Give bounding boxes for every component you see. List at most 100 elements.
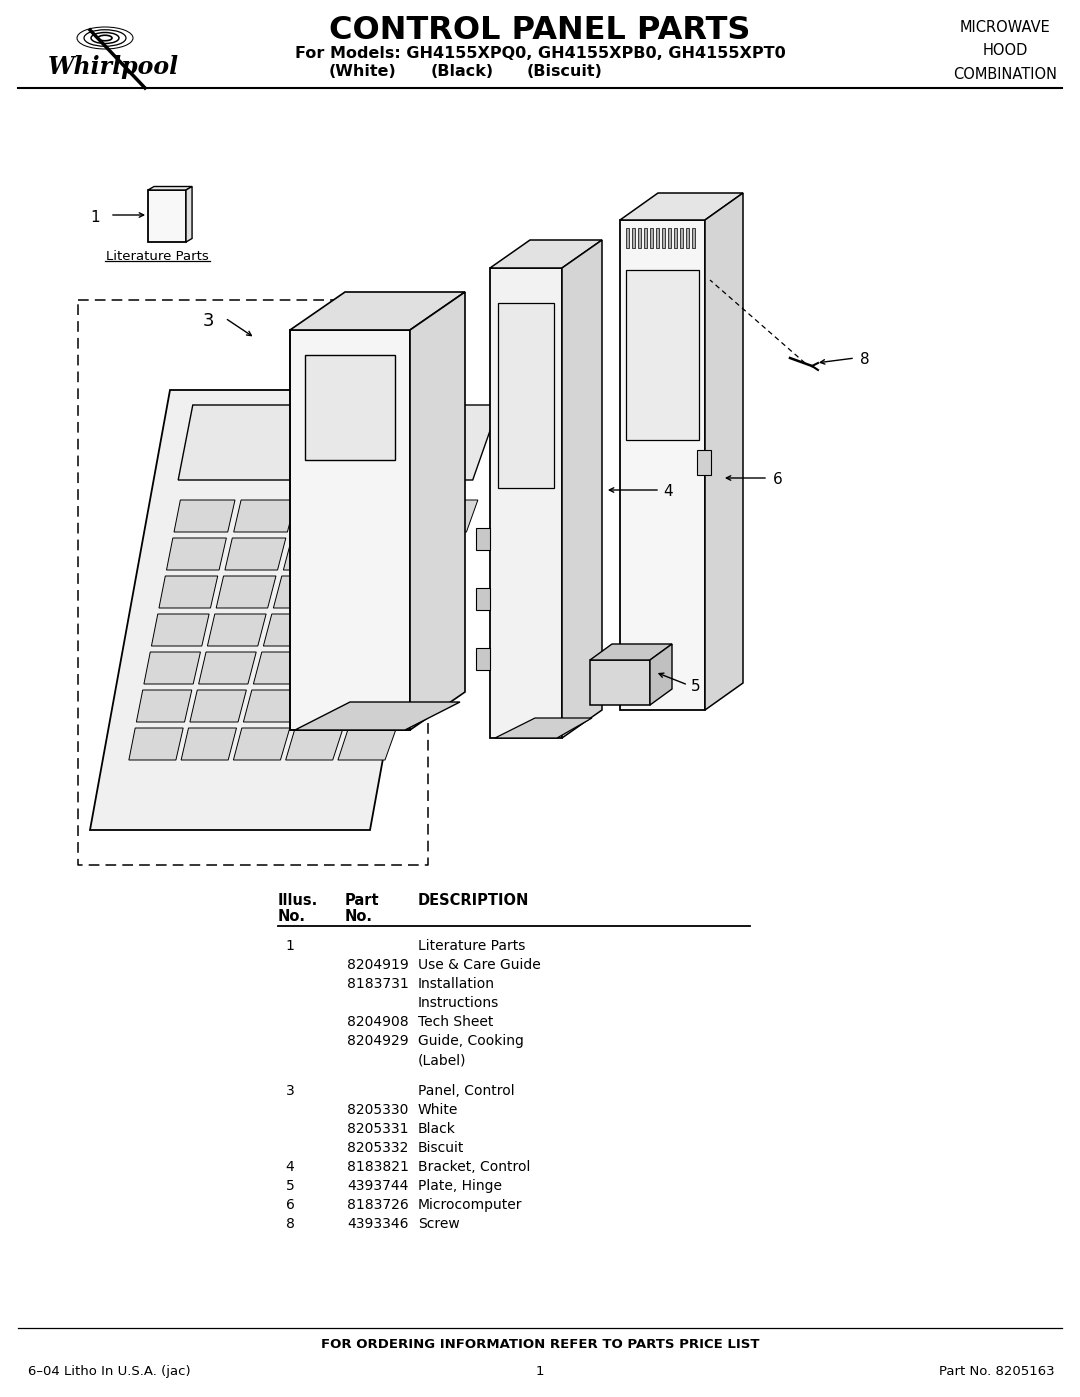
Polygon shape — [295, 703, 460, 731]
Text: 6–04 Litho In U.S.A. (jac): 6–04 Litho In U.S.A. (jac) — [28, 1365, 191, 1377]
Polygon shape — [216, 576, 276, 608]
Polygon shape — [273, 576, 334, 608]
Polygon shape — [590, 659, 650, 705]
Text: 1: 1 — [91, 210, 99, 225]
Polygon shape — [495, 718, 592, 738]
Polygon shape — [159, 576, 218, 608]
Text: Bracket, Control: Bracket, Control — [418, 1161, 530, 1175]
Polygon shape — [363, 652, 423, 685]
Polygon shape — [562, 240, 602, 738]
Text: Instructions: Instructions — [418, 996, 499, 1010]
Polygon shape — [388, 576, 450, 608]
Polygon shape — [178, 405, 499, 481]
Polygon shape — [338, 728, 396, 760]
Text: (White): (White) — [328, 64, 396, 80]
Text: 8204908: 8204908 — [347, 1016, 408, 1030]
Text: Part No. 8205163: Part No. 8205163 — [940, 1365, 1055, 1377]
Polygon shape — [320, 615, 380, 645]
Text: No.: No. — [345, 909, 373, 923]
Text: 8: 8 — [860, 352, 869, 367]
Polygon shape — [243, 690, 301, 722]
Polygon shape — [353, 500, 417, 532]
Text: 6: 6 — [285, 1199, 295, 1213]
Text: 5: 5 — [691, 679, 701, 694]
Polygon shape — [144, 652, 201, 685]
Polygon shape — [291, 292, 465, 330]
Text: (Biscuit): (Biscuit) — [527, 64, 603, 80]
Polygon shape — [680, 228, 683, 249]
Polygon shape — [186, 187, 192, 242]
Polygon shape — [656, 228, 659, 249]
Polygon shape — [129, 728, 184, 760]
Polygon shape — [264, 615, 323, 645]
Text: 8: 8 — [285, 1217, 295, 1231]
Text: 8205331: 8205331 — [347, 1122, 408, 1136]
Polygon shape — [686, 228, 689, 249]
Polygon shape — [199, 652, 256, 685]
Polygon shape — [626, 228, 629, 249]
Text: Screw: Screw — [418, 1217, 460, 1231]
Polygon shape — [650, 644, 672, 705]
Text: No.: No. — [278, 909, 306, 923]
Polygon shape — [692, 228, 696, 249]
Polygon shape — [674, 228, 677, 249]
Text: 8183821: 8183821 — [347, 1161, 409, 1175]
Polygon shape — [90, 390, 450, 830]
Polygon shape — [233, 500, 296, 532]
Text: Illus.: Illus. — [278, 893, 319, 908]
Text: Microcomputer: Microcomputer — [418, 1199, 523, 1213]
Polygon shape — [166, 538, 227, 570]
Polygon shape — [136, 690, 192, 722]
Text: 1: 1 — [536, 1365, 544, 1377]
Text: Black: Black — [418, 1122, 456, 1136]
Text: Panel, Control: Panel, Control — [418, 1084, 515, 1098]
Polygon shape — [297, 690, 355, 722]
Polygon shape — [590, 644, 672, 659]
Text: 5: 5 — [285, 1179, 295, 1193]
Polygon shape — [308, 652, 368, 685]
Polygon shape — [148, 187, 192, 190]
Text: Use & Care Guide: Use & Care Guide — [418, 958, 541, 972]
Text: 3: 3 — [285, 1084, 295, 1098]
Polygon shape — [490, 268, 562, 738]
Text: 8204919: 8204919 — [347, 958, 408, 972]
Polygon shape — [697, 450, 711, 475]
Polygon shape — [626, 270, 699, 440]
Polygon shape — [207, 615, 266, 645]
Text: 8183731: 8183731 — [347, 977, 408, 990]
Text: 3: 3 — [202, 312, 214, 330]
Polygon shape — [283, 538, 346, 570]
Polygon shape — [632, 228, 635, 249]
Polygon shape — [638, 228, 642, 249]
Polygon shape — [620, 219, 705, 710]
Text: 4393744: 4393744 — [347, 1179, 408, 1193]
Polygon shape — [376, 615, 437, 645]
Text: Biscuit: Biscuit — [418, 1141, 464, 1155]
Polygon shape — [330, 576, 392, 608]
Text: (Black): (Black) — [431, 64, 494, 80]
Text: 1: 1 — [285, 939, 295, 953]
Text: 4393346: 4393346 — [347, 1217, 408, 1231]
Polygon shape — [305, 355, 395, 460]
Text: 8183726: 8183726 — [347, 1199, 408, 1213]
Text: 8205330: 8205330 — [347, 1104, 408, 1118]
Polygon shape — [181, 728, 237, 760]
Polygon shape — [286, 728, 343, 760]
Polygon shape — [401, 538, 464, 570]
Polygon shape — [410, 292, 465, 731]
Polygon shape — [233, 728, 289, 760]
Text: FOR ORDERING INFORMATION REFER TO PARTS PRICE LIST: FOR ORDERING INFORMATION REFER TO PARTS … — [321, 1338, 759, 1351]
Polygon shape — [291, 330, 410, 731]
Polygon shape — [476, 588, 490, 610]
Text: Installation: Installation — [418, 977, 495, 990]
Polygon shape — [148, 190, 186, 242]
Polygon shape — [225, 538, 286, 570]
Text: 4: 4 — [285, 1161, 295, 1175]
Polygon shape — [476, 528, 490, 550]
Text: Literature Parts: Literature Parts — [106, 250, 208, 263]
Polygon shape — [476, 648, 490, 671]
Text: 8205332: 8205332 — [347, 1141, 408, 1155]
Polygon shape — [498, 303, 554, 488]
Polygon shape — [350, 690, 410, 722]
Polygon shape — [705, 193, 743, 710]
